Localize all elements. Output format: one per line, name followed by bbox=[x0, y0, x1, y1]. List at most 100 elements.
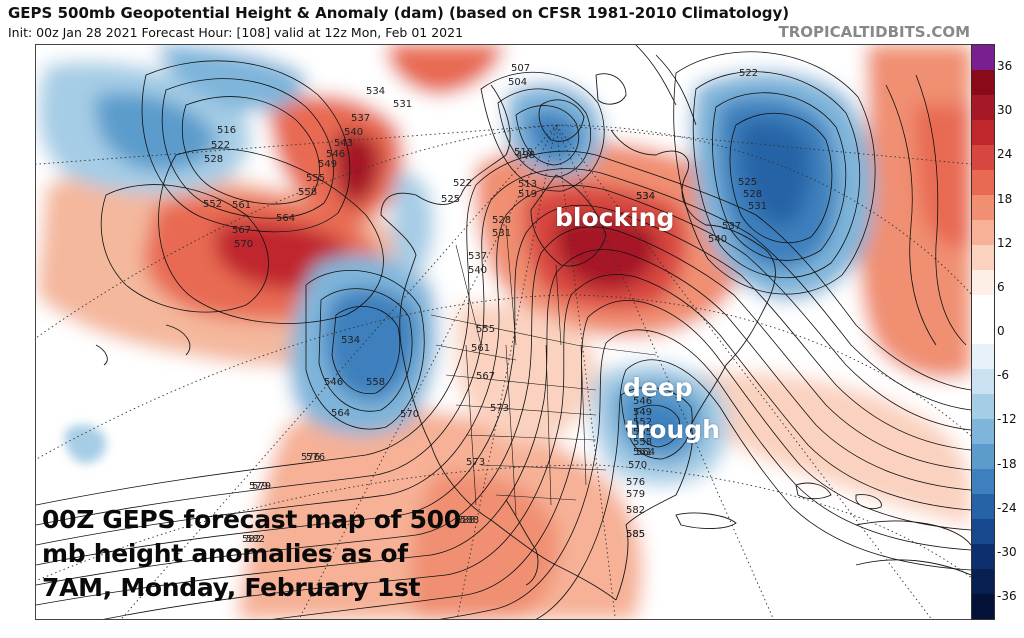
colorbar-labels: 36 30 24 18 12 6 0 -6 -12 -18 -24 -30 -36 bbox=[997, 44, 1024, 620]
contour-label: 558 bbox=[633, 437, 652, 448]
contour-label: 537 bbox=[468, 251, 487, 262]
contour-label: 546 bbox=[326, 149, 345, 160]
annotation-trough: trough bbox=[625, 415, 720, 444]
colorbar-segment bbox=[972, 294, 994, 320]
colorbar-segment bbox=[972, 69, 994, 95]
contour-label: 576 bbox=[626, 477, 645, 488]
colorbar-segment bbox=[972, 369, 994, 395]
colorbar-label: -30 bbox=[997, 544, 1017, 559]
contour-label: 537 bbox=[722, 221, 741, 232]
colorbar-segment bbox=[972, 419, 994, 445]
contour-label: 537 bbox=[351, 113, 370, 124]
colorbar-label: -12 bbox=[997, 412, 1017, 427]
anomaly-shading bbox=[36, 45, 971, 619]
contour-label: 579 bbox=[626, 489, 645, 500]
annotation-blocking: blocking bbox=[555, 203, 675, 232]
contour-label: 573 bbox=[466, 457, 485, 468]
colorbar-segment bbox=[972, 119, 994, 145]
contour-label: 522 bbox=[739, 68, 758, 79]
colorbar-segment bbox=[972, 144, 994, 170]
colorbar-segment bbox=[972, 244, 994, 270]
contour-label: 549 bbox=[318, 159, 337, 170]
pacific-patch bbox=[64, 424, 107, 464]
contour-label: 531 bbox=[492, 228, 511, 239]
colorbar-label: 12 bbox=[997, 235, 1013, 250]
colorbar-segment bbox=[972, 444, 994, 470]
contour-label: 588 bbox=[456, 515, 475, 526]
contour-label: 585 bbox=[626, 529, 645, 540]
contour-label: 525 bbox=[441, 194, 460, 205]
contour-label: 570 bbox=[628, 460, 647, 471]
contour-label: 531 bbox=[393, 99, 412, 110]
contour-label: 576 bbox=[306, 452, 325, 463]
contour-label: 564 bbox=[331, 408, 350, 419]
contour-label: 564 bbox=[636, 447, 655, 458]
contour-label: 522 bbox=[453, 178, 472, 189]
colorbar-segment bbox=[972, 94, 994, 120]
source-credit: TROPICALTIDBITS.COM bbox=[778, 23, 971, 41]
colorbar-segment bbox=[972, 519, 994, 545]
colorbar-label: 36 bbox=[997, 59, 1013, 73]
contour-label: 498 bbox=[516, 150, 535, 161]
contour-label: 519 bbox=[518, 189, 537, 200]
map-graphic: 516 522 528 534 531 537 540 543 546 549 … bbox=[36, 45, 971, 619]
contour-label: 570 bbox=[234, 239, 253, 250]
contour-label: 534 bbox=[636, 191, 655, 202]
contour-labels: 516 522 528 534 531 537 540 543 546 549 … bbox=[203, 63, 767, 545]
contour-label: 504 bbox=[508, 77, 527, 88]
colorbar-label: -6 bbox=[997, 368, 1009, 383]
contour-label: 522 bbox=[211, 140, 230, 151]
contour-label: 540 bbox=[468, 265, 487, 276]
colorbar-label: -18 bbox=[997, 456, 1017, 471]
colorbar-segment bbox=[972, 494, 994, 520]
colorbar-segment bbox=[972, 569, 994, 594]
colorbar-segment bbox=[972, 269, 994, 295]
colorbar-segment bbox=[972, 344, 994, 370]
height-contours bbox=[36, 45, 971, 619]
contour-label: 528 bbox=[204, 154, 223, 165]
contour-label: 510 bbox=[514, 147, 533, 158]
contour-label: 567 bbox=[476, 371, 495, 382]
contour-label: 558 bbox=[298, 187, 317, 198]
caption-line: 00Z GEPS forecast map of 500 bbox=[42, 505, 461, 534]
contour-label: 576 bbox=[301, 452, 320, 463]
colorbar-label: 18 bbox=[997, 191, 1013, 206]
contour-label: 513 bbox=[518, 179, 537, 190]
contour-label: 552 bbox=[203, 199, 222, 210]
contour-label: 525 bbox=[738, 177, 757, 188]
contour-label: 540 bbox=[344, 127, 363, 138]
contour-label: 555 bbox=[633, 427, 652, 438]
colorbar-label: 0 bbox=[997, 324, 1005, 338]
contour-label: 528 bbox=[743, 189, 762, 200]
contour-label: 534 bbox=[366, 86, 385, 97]
colorbar-segment bbox=[972, 544, 994, 570]
colorbar-segment bbox=[972, 45, 994, 70]
caption: 00Z GEPS forecast map of 500 mb height a… bbox=[42, 503, 472, 605]
contour-label: 528 bbox=[492, 215, 511, 226]
colorbar-label: 30 bbox=[997, 103, 1013, 118]
colorbar-segment bbox=[972, 469, 994, 495]
caption-line: mb height anomalies as of bbox=[42, 539, 408, 568]
contour-label: 546 bbox=[633, 396, 652, 407]
contour-label: 582 bbox=[246, 534, 265, 545]
annotation-deep: deep bbox=[623, 373, 693, 402]
colorbar-segment bbox=[972, 219, 994, 245]
contour-label: 588 bbox=[460, 515, 479, 526]
colorbar-segment bbox=[972, 593, 994, 619]
contour-label: 561 bbox=[633, 447, 652, 458]
colorbar-segment bbox=[972, 169, 994, 195]
contour-label: 540 bbox=[708, 234, 727, 245]
contour-label: 573 bbox=[490, 403, 509, 414]
coastlines bbox=[95, 73, 971, 601]
contour-label: 558 bbox=[366, 377, 385, 388]
contour-label: 543 bbox=[334, 138, 353, 149]
contour-label: 582 bbox=[242, 534, 261, 545]
colorbar-label: -24 bbox=[997, 500, 1017, 515]
contour-label: 564 bbox=[276, 213, 295, 224]
contour-label: 534 bbox=[341, 335, 360, 346]
contour-label: 579 bbox=[249, 481, 268, 492]
contour-label: 552 bbox=[633, 417, 652, 428]
contour-label: 561 bbox=[471, 343, 490, 354]
contour-label: 555 bbox=[306, 173, 325, 184]
map-subtitle: Init: 00z Jan 28 2021 Forecast Hour: [10… bbox=[8, 25, 464, 40]
